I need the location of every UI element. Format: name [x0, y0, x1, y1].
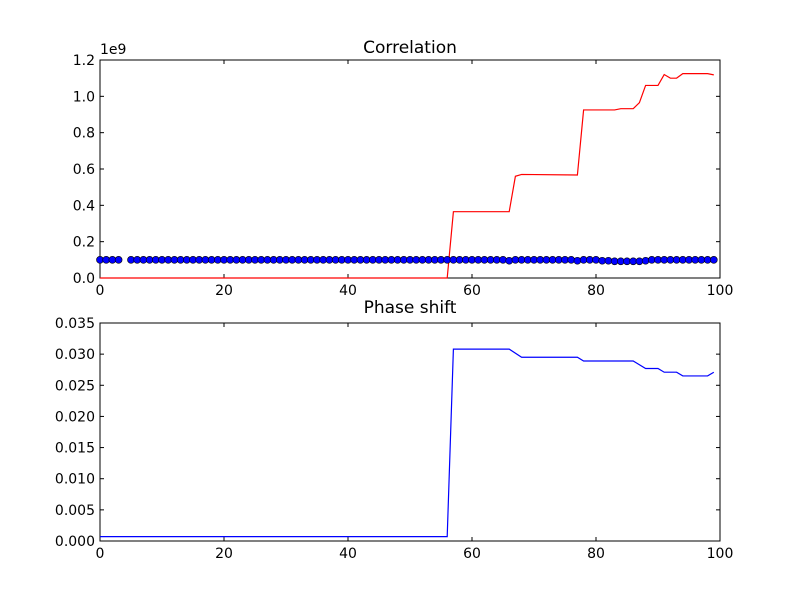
correlation-data-point: [573, 256, 582, 265]
x-tick-label: 0: [96, 283, 105, 299]
x-tick-label: 0: [96, 546, 105, 562]
y-tick-label: 0.005: [55, 503, 95, 519]
phase-shift-series-line-0: [100, 348, 715, 538]
correlation-title: Correlation: [363, 38, 457, 58]
y-tick-label: 0.2: [73, 235, 95, 251]
correlation-data-point: [567, 256, 576, 264]
x-tick-label: 40: [339, 283, 357, 299]
y-tick-label: 0.6: [73, 162, 95, 178]
x-tick-label: 100: [707, 546, 734, 562]
correlation-data-point: [709, 256, 718, 264]
x-tick-label: 20: [215, 283, 233, 299]
correlation-offset-label: 1e9: [100, 42, 126, 58]
phase-shift-ticks: 0 20 40 60 80 100 0.000 0.005 0.010 0.015 0.020 0.0…: [55, 316, 733, 562]
phase-shift-plot: Phase shift 0 20 40 60 80 1000.0000.0050.0100…: [55, 298, 733, 562]
y-tick-label: 0.0: [73, 271, 95, 287]
y-tick-label: 0.4: [73, 198, 95, 214]
correlation-series-line-0: [100, 73, 714, 279]
x-tick-label: 40: [339, 546, 357, 562]
correlation-data-point: [592, 256, 600, 264]
y-tick-label: 1.2: [73, 53, 95, 69]
x-tick-label: 20: [215, 546, 233, 562]
correlation-data-point: [505, 256, 514, 265]
correlation-data-point: [499, 256, 507, 264]
phase-shift-axes-frame: [99, 322, 721, 542]
x-tick-label: 80: [587, 283, 605, 299]
x-tick-label: 60: [463, 546, 481, 562]
y-tick-label: 0.8: [73, 126, 95, 142]
x-tick-label: 80: [587, 546, 605, 562]
x-tick-label: 100: [707, 283, 734, 299]
correlation-ticks: 0 20 40 60 80 100 0.0 0.2 0.4 0.6 0.8 1.0 1.2: [73, 53, 734, 299]
correlation-data-point: [641, 256, 650, 265]
y-tick-label: 0.025: [55, 378, 95, 394]
y-tick-label: 0.015: [55, 441, 95, 457]
phase-shift-title: Phase shift: [364, 298, 457, 318]
y-tick-label: 0.020: [55, 409, 95, 425]
phase-shift-series: [100, 348, 715, 538]
y-tick-label: 0.010: [55, 472, 95, 488]
y-tick-label: 1.0: [73, 89, 95, 105]
correlation-series: [96, 73, 718, 279]
y-tick-label: 0.000: [55, 534, 95, 550]
correlation-plot: Correlation 1e9 0 20 40 60 80 100 0.0 0.2 0.4 0.6…: [73, 38, 734, 299]
y-tick-label: 0.035: [55, 316, 95, 332]
x-tick-label: 60: [463, 283, 481, 299]
y-tick-label: 0.030: [55, 347, 95, 363]
correlation-data-point: [114, 256, 123, 264]
